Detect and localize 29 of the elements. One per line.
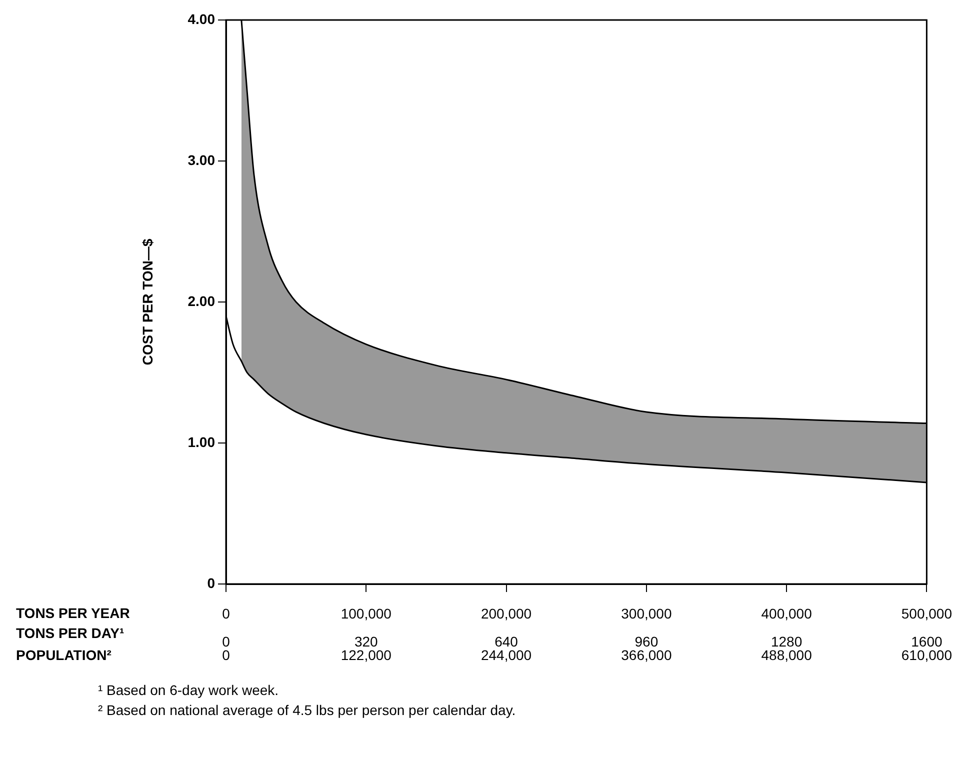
x2-tick-label: 0 <box>222 633 230 650</box>
y-tick-label: 4.00 <box>188 10 216 27</box>
x2-tick-label: 1280 <box>770 633 802 650</box>
x2-tick-label: 320 <box>354 633 378 650</box>
text: 488,000 <box>761 646 812 663</box>
y-axis-title: COST PER TON—$ <box>139 238 156 366</box>
x-tick-label: 400,000 <box>761 605 812 622</box>
y-tick-label: 0 <box>207 574 216 591</box>
x2-tick-label: 640 <box>494 633 518 650</box>
text: ² Based on national average of 4.5 lbs per person per calendar day. <box>98 702 517 718</box>
x-tick-label: 300,000 <box>621 605 672 622</box>
text: POPULATION² <box>16 646 112 663</box>
text: ¹ Based on 6-day work week. <box>98 682 280 698</box>
x2-tick-label: 960 <box>634 633 658 650</box>
x-tick-label: 200,000 <box>480 605 532 622</box>
text: 0 <box>222 646 230 663</box>
y-tick-label: 3.00 <box>188 152 216 168</box>
x-tick-label: 0 <box>222 605 230 622</box>
y-tick-label: 1.00 <box>188 434 216 450</box>
x-tick-label: 100,000 <box>340 605 392 622</box>
text: 244,000 <box>480 646 532 663</box>
y-tick-label: 2.00 <box>188 292 216 309</box>
x-axis-title: TONS PER YEAR <box>16 604 130 621</box>
text: 122,000 <box>340 646 392 663</box>
x2-tick-label: 1600 <box>911 633 942 650</box>
x-tick-label: 500,000 <box>901 605 952 622</box>
text: 610,000 <box>901 646 952 663</box>
x2-axis-title: TONS PER DAY¹ <box>16 624 124 641</box>
text: 366,000 <box>621 646 672 663</box>
